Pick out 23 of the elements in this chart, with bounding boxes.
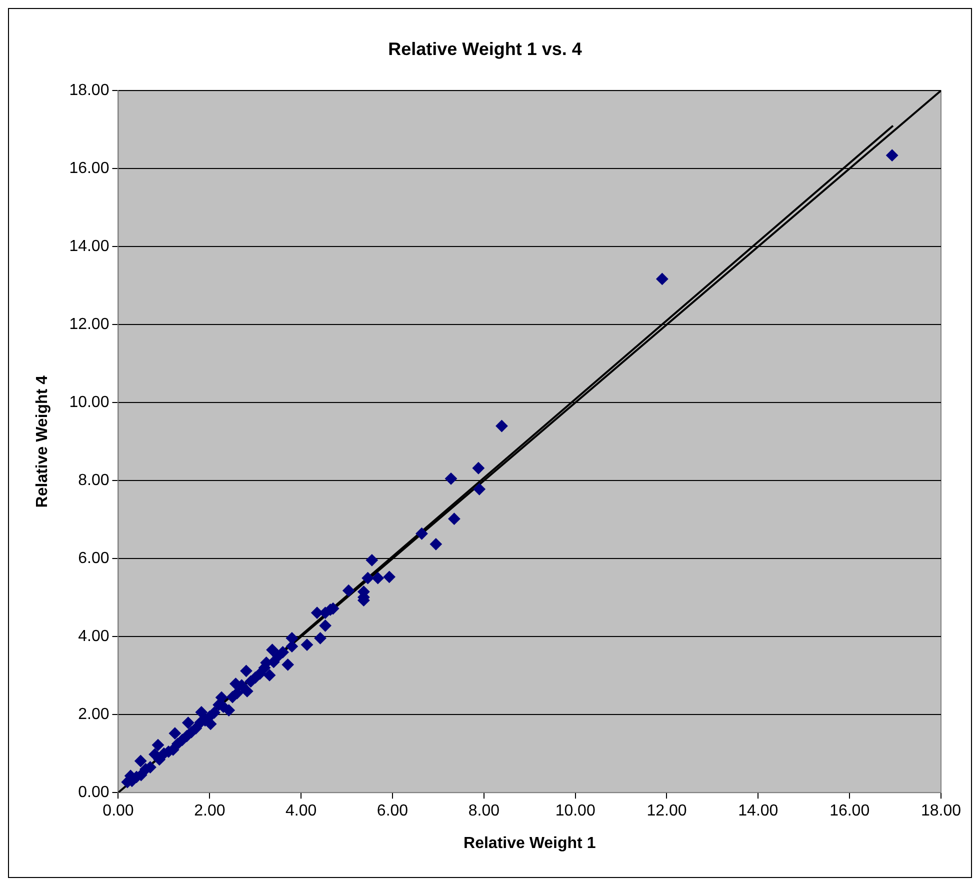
y-tick-label: 2.00: [78, 706, 110, 724]
y-tick-label: 16.00: [69, 160, 110, 178]
x-axis-title: Relative Weight 1: [464, 834, 596, 852]
y-tick-label: 18.00: [69, 82, 110, 100]
x-tick-label: 10.00: [555, 802, 596, 820]
y-tick-label: 4.00: [78, 628, 110, 646]
x-tick-label: 18.00: [920, 802, 962, 820]
y-tick-label: 8.00: [78, 472, 110, 490]
y-tick-label: 12.00: [69, 316, 110, 334]
x-tick-label: 4.00: [286, 802, 317, 820]
x-tick-label: 8.00: [468, 802, 500, 820]
y-tick-label: 10.00: [69, 394, 110, 412]
x-tick-label: 2.00: [194, 802, 226, 820]
x-tick-label: 16.00: [830, 802, 870, 820]
y-axis-title: Relative Weight 4: [34, 375, 52, 508]
x-tick-label: 6.00: [376, 802, 408, 820]
x-tick-label: 14.00: [738, 802, 778, 820]
y-tick-label: 0.00: [78, 784, 110, 802]
y-tick-label: 14.00: [69, 238, 110, 256]
x-tick-label: 12.00: [646, 802, 687, 820]
chart-title: Relative Weight 1 vs. 4: [388, 38, 582, 59]
y-tick-label: 6.00: [78, 550, 110, 568]
x-tick-label: 0.00: [102, 802, 134, 820]
